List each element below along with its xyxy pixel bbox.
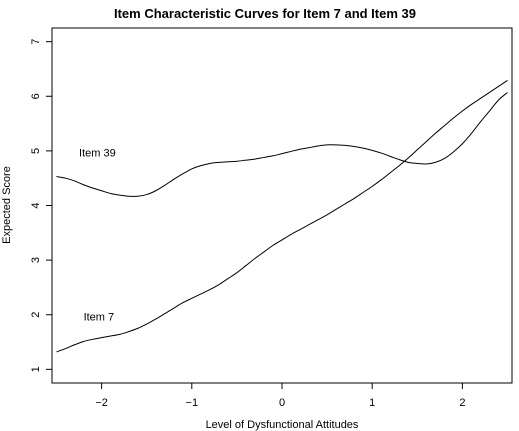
- y-tick-label: 5: [30, 148, 42, 154]
- y-tick-label: 6: [30, 93, 42, 99]
- x-axis-label: Level of Dysfunctional Attitudes: [206, 419, 359, 431]
- x-tick-label: 1: [369, 397, 375, 409]
- series-layer: Item 39 Item 7: [56, 80, 508, 353]
- x-tick-label: −2: [95, 397, 108, 409]
- y-axis: 1 2 3 4 5 6 7: [30, 39, 52, 372]
- x-axis: −2 −1 0 1 2: [95, 383, 465, 409]
- y-axis-label: Expected Score: [1, 166, 13, 244]
- plot-frame: [51, 27, 513, 384]
- x-tick-label: 0: [279, 397, 285, 409]
- series-label-item-39: Item 39: [79, 148, 116, 160]
- y-tick-label: 2: [30, 312, 42, 318]
- series-label-item-7: Item 7: [84, 311, 115, 323]
- x-tick-label: 2: [459, 397, 465, 409]
- y-tick-label: 7: [30, 39, 42, 45]
- y-tick-label: 3: [30, 257, 42, 263]
- y-tick-label: 4: [30, 202, 42, 208]
- series-line-item-39: [56, 92, 508, 197]
- series-line-item-7: [56, 80, 508, 353]
- x-tick-label: −1: [186, 397, 199, 409]
- chart-title: Item Characteristic Curves for Item 7 an…: [114, 6, 416, 21]
- y-tick-label: 1: [30, 366, 42, 372]
